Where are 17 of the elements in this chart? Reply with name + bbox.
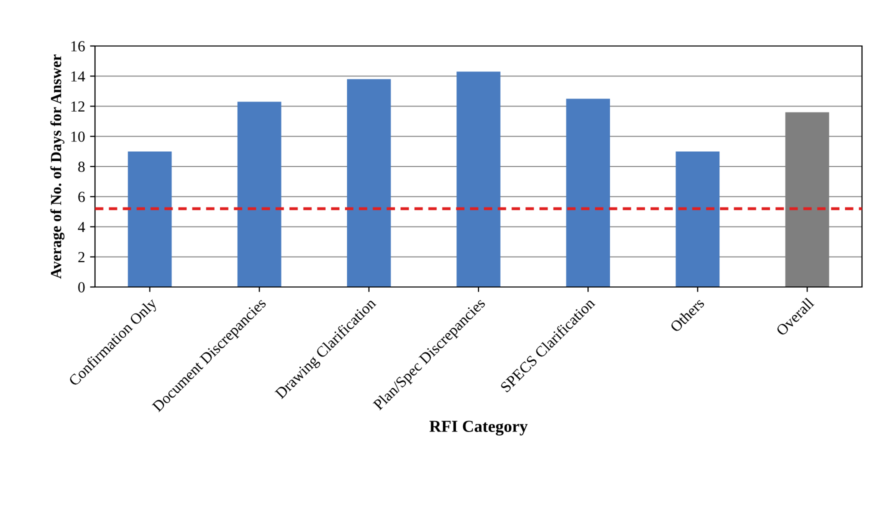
y-tick-label: 4	[78, 222, 86, 232]
y-tick-label: 14	[71, 71, 86, 82]
bar	[566, 98, 610, 287]
bar	[676, 151, 720, 287]
y-tick-label: 6	[78, 192, 85, 202]
bar	[347, 79, 391, 287]
y-tick-label: 2	[78, 252, 84, 262]
bar	[456, 72, 500, 287]
y-tick-label: 16	[71, 41, 85, 52]
y-tick-label: 12	[71, 101, 84, 112]
y-tick-label: 0	[78, 282, 85, 292]
y-tick-label: 8	[78, 162, 85, 172]
bar	[128, 151, 172, 287]
y-tick-label: 10	[71, 132, 85, 142]
bar	[237, 102, 282, 287]
y-axis-title: Average of No. of Days for Answer	[50, 54, 64, 279]
x-axis-title: RFI Category	[429, 420, 528, 436]
